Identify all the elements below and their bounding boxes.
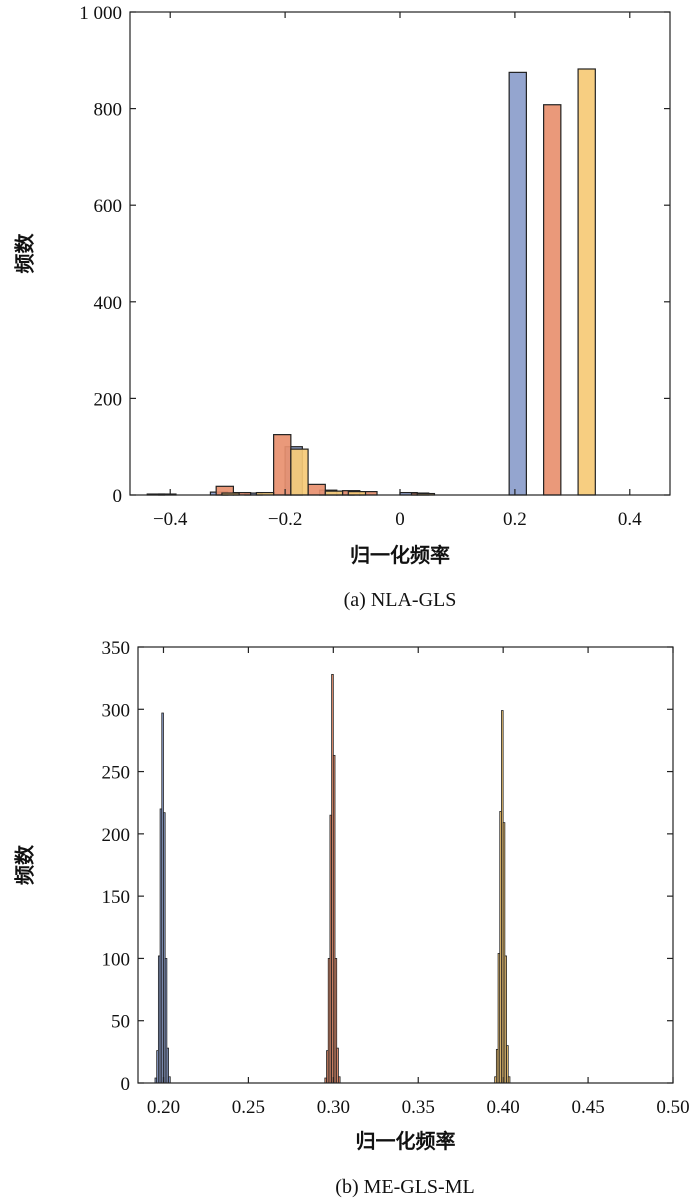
x-tick-label: −0.4 bbox=[153, 509, 188, 530]
y-tick-label: 200 bbox=[102, 825, 131, 846]
bar-series3-3 bbox=[290, 448, 309, 496]
x-tick-label: 0.25 bbox=[232, 1097, 265, 1118]
x-tick-label: 0.20 bbox=[147, 1097, 180, 1118]
panel-b-x-ticks: 0.20 0.25 0.30 0.35 0.40 0.45 0.50 bbox=[147, 647, 690, 1118]
panel-a-x-axis-label: 归一化频率 bbox=[350, 543, 450, 567]
panel-a-bars bbox=[146, 68, 596, 496]
y-tick-label: 300 bbox=[102, 700, 131, 721]
panel-b-bars bbox=[154, 674, 511, 1084]
y-tick-label: 0 bbox=[113, 486, 123, 507]
bar-series3-7 bbox=[577, 68, 596, 496]
bar-series3-9 bbox=[507, 1076, 511, 1084]
panel-b-chart: 0.20 0.25 0.30 0.35 0.40 0.45 0.50 0 50 100 150 20… bbox=[13, 638, 690, 1198]
y-tick-label: 350 bbox=[102, 638, 131, 659]
x-tick-label: 0.4 bbox=[618, 509, 642, 530]
y-tick-label: 1 000 bbox=[79, 3, 122, 24]
bar-series2-4 bbox=[273, 434, 292, 496]
y-tick-label: 50 bbox=[111, 1012, 130, 1033]
panel-b-plot-frame bbox=[137, 646, 674, 1084]
x-tick-label: −0.2 bbox=[268, 509, 302, 530]
bar-series2-9 bbox=[338, 1076, 341, 1084]
panel-a-x-ticks: −0.4 −0.2 0 0.2 0.4 bbox=[153, 12, 642, 530]
x-tick-label: 0.30 bbox=[317, 1097, 350, 1118]
y-tick-label: 100 bbox=[102, 949, 131, 970]
panel-a-caption: (a) NLA-GLS bbox=[344, 589, 457, 611]
panel-a-chart: −0.4 −0.2 0 0.2 0.4 0 200 400 600 800 1 000 频数 归一… bbox=[13, 3, 671, 611]
panel-b-y-ticks: 0 50 100 150 200 250 300 350 bbox=[102, 638, 673, 1095]
x-tick-label: 0.40 bbox=[487, 1097, 520, 1118]
y-tick-label: 250 bbox=[102, 763, 131, 784]
y-tick-label: 800 bbox=[94, 100, 123, 121]
x-tick-label: 0 bbox=[395, 509, 405, 530]
x-tick-label: 0.45 bbox=[571, 1097, 604, 1118]
y-tick-label: 150 bbox=[102, 887, 131, 908]
panel-a-y-axis-label: 频数 bbox=[13, 233, 37, 274]
bar-series1-9 bbox=[168, 1076, 171, 1084]
y-tick-label: 200 bbox=[94, 389, 123, 410]
panel-b-caption: (b) ME-GLS-ML bbox=[335, 1176, 474, 1198]
y-tick-label: 600 bbox=[94, 196, 123, 217]
panel-b-x-axis-label: 归一化频率 bbox=[356, 1129, 456, 1153]
x-tick-label: 0.50 bbox=[656, 1097, 689, 1118]
x-tick-label: 0.2 bbox=[503, 509, 527, 530]
panel-b-y-axis-label: 频数 bbox=[13, 844, 37, 885]
panel-a-y-ticks: 0 200 400 600 800 1 000 bbox=[79, 3, 670, 507]
y-tick-label: 0 bbox=[121, 1074, 131, 1095]
bar-series1-8 bbox=[508, 71, 527, 496]
bar-series2-5 bbox=[307, 483, 326, 496]
y-tick-label: 400 bbox=[94, 293, 123, 314]
bar-series2-9 bbox=[543, 104, 562, 496]
x-tick-label: 0.35 bbox=[402, 1097, 435, 1118]
